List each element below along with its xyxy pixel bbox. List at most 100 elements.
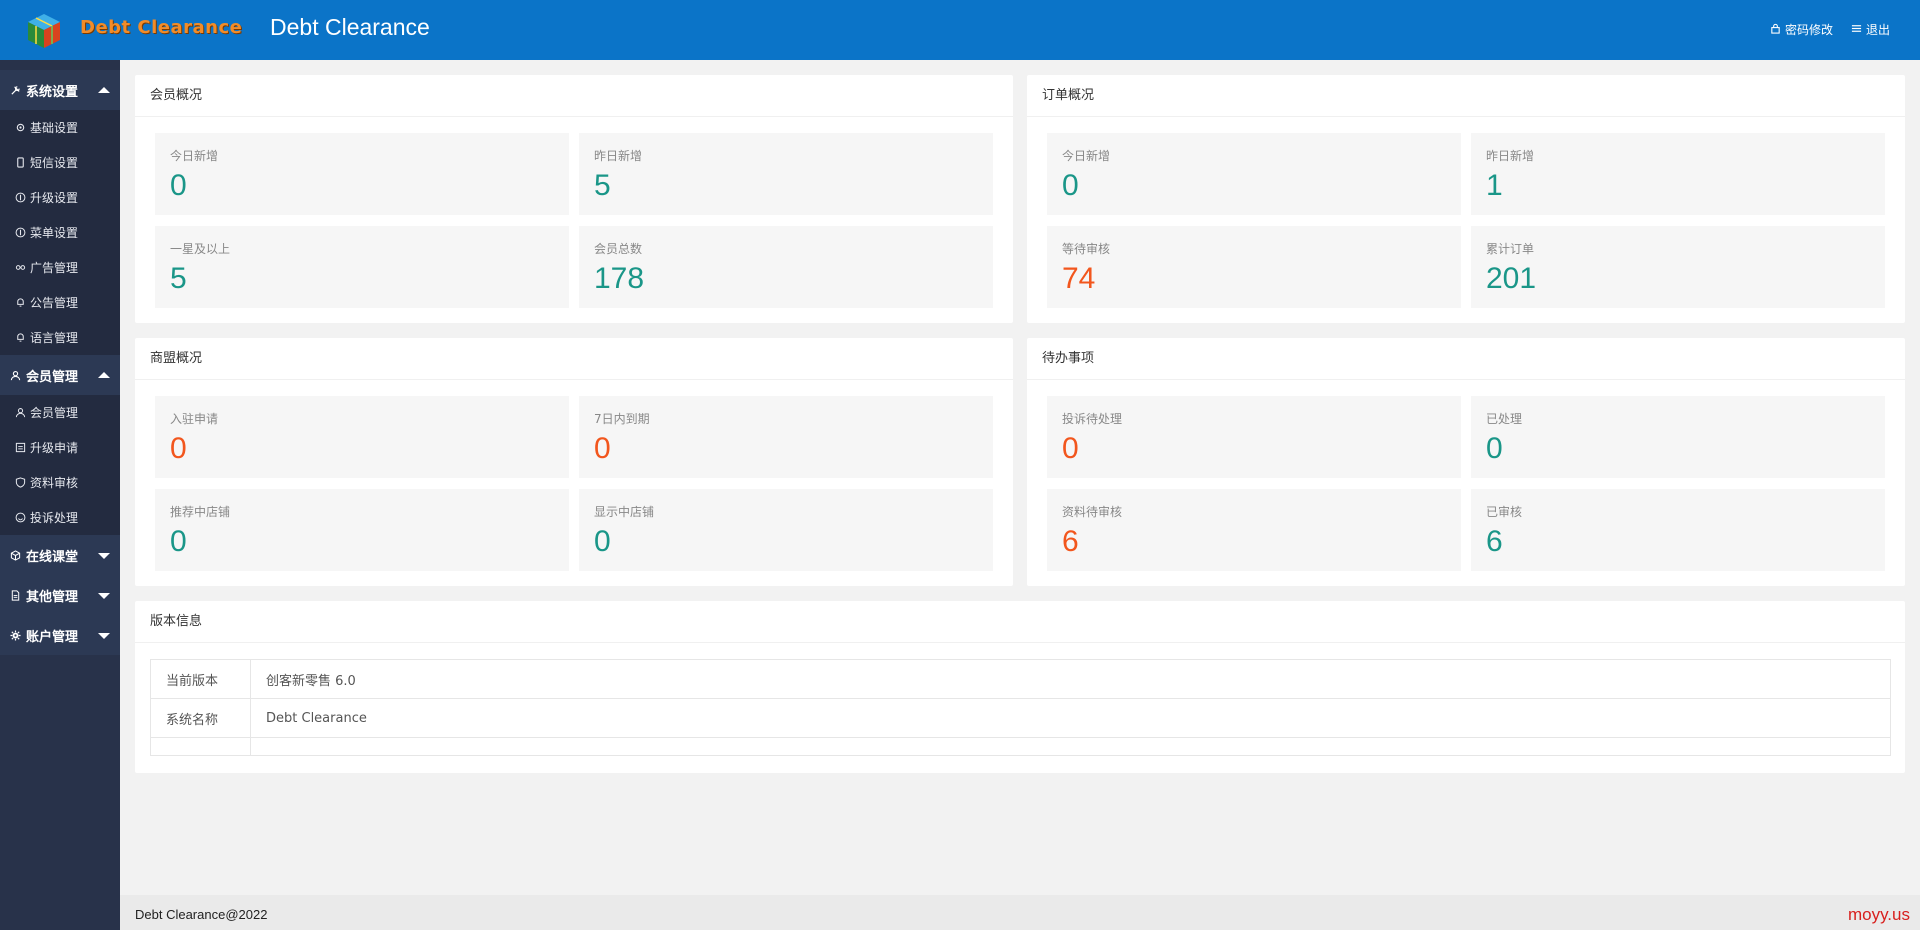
sidebar-group-member-management[interactable]: 会员管理	[0, 355, 120, 395]
sidebar-item-label: 广告管理	[30, 261, 79, 275]
version-info-card: 版本信息 当前版本 创客新零售 6.0 系统名称 Debt Clearance	[135, 601, 1905, 773]
stat-box: 今日新增 0	[155, 133, 569, 215]
sidebar-group-label: 账户管理	[26, 629, 79, 645]
stat-label: 投诉待处理	[1062, 412, 1123, 426]
stat-box: 7日内到期 0	[579, 396, 993, 478]
sidebar-item-member-management[interactable]: 会员管理	[0, 395, 120, 430]
card-title: 订单概况	[1027, 75, 1905, 117]
stat-box: 今日新增 0	[1047, 133, 1461, 215]
app-title: Debt Clearance	[270, 14, 430, 40]
card-title: 待办事项	[1027, 338, 1905, 380]
user-icon	[10, 370, 21, 381]
cube-icon	[10, 549, 21, 561]
stat-label: 已审核	[1486, 505, 1523, 519]
table-value: Debt Clearance	[250, 698, 1891, 738]
sidebar-item-upgrade-settings[interactable]: 升级设置	[0, 180, 120, 215]
sidebar-group-other-management[interactable]: 其他管理	[0, 575, 120, 615]
lock-icon	[1770, 23, 1781, 37]
member-overview-card: 会员概况 今日新增 0 昨日新增 5 一星及以上 5 会员总数 178	[135, 75, 1013, 323]
caret-up-icon	[98, 372, 110, 378]
sidebar-group-online-classroom[interactable]: 在线课堂	[0, 535, 120, 575]
stat-value: 0	[170, 169, 187, 202]
sidebar-item-label: 升级申请	[30, 441, 79, 455]
card-title: 会员概况	[135, 75, 1013, 117]
change-password-link[interactable]: 密码修改	[1770, 21, 1833, 38]
user-icon	[15, 407, 26, 418]
list-icon	[1851, 23, 1862, 37]
stat-box: 已审核 6	[1471, 489, 1885, 571]
sidebar-item-upgrade-application[interactable]: 升级申请	[0, 430, 120, 465]
stat-value: 0	[594, 525, 611, 558]
change-password-label: 密码修改	[1784, 23, 1833, 37]
table-key: 系统名称	[150, 698, 251, 738]
stat-label: 累计订单	[1486, 242, 1535, 256]
stat-label: 显示中店铺	[594, 505, 655, 519]
table-key	[150, 737, 251, 756]
gear-icon	[10, 629, 21, 641]
sidebar-item-menu-settings[interactable]: 菜单设置	[0, 215, 120, 250]
merchant-overview-card: 商盟概况 入驻申请 0 7日内到期 0 推荐中店铺 0 显示中店铺 0	[135, 338, 1013, 586]
stat-box: 已处理 0	[1471, 396, 1885, 478]
stat-value: 74	[1062, 262, 1096, 295]
stat-box: 资料待审核 6	[1047, 489, 1461, 571]
stat-value: 0	[1062, 169, 1079, 202]
caret-down-icon	[98, 593, 110, 599]
stat-label: 今日新增	[1062, 149, 1111, 163]
table-value: 创客新零售 6.0	[250, 659, 1891, 699]
logout-label: 退出	[1865, 23, 1890, 37]
link-icon	[15, 262, 26, 273]
sidebar-item-sms-settings[interactable]: 短信设置	[0, 145, 120, 180]
form-icon	[15, 442, 26, 453]
sidebar-item-label: 语言管理	[30, 331, 79, 345]
stat-box: 昨日新增 5	[579, 133, 993, 215]
file-icon	[10, 589, 21, 601]
table-row	[150, 737, 1891, 756]
sidebar-item-label: 基础设置	[30, 121, 79, 135]
stat-box: 等待审核 74	[1047, 226, 1461, 308]
sidebar: 系统设置 基础设置 短信设置 升级设置 菜单设置 广告管理 公告管理 语言管理 …	[0, 60, 120, 930]
table-row: 当前版本 创客新零售 6.0	[150, 659, 1891, 699]
version-table: 当前版本 创客新零售 6.0 系统名称 Debt Clearance	[150, 659, 1891, 756]
footer-brand: moyy.us	[1847, 905, 1910, 924]
sidebar-item-label: 投诉处理	[30, 511, 79, 525]
stat-box: 会员总数 178	[579, 226, 993, 308]
logo-text: Debt Clearance	[80, 17, 243, 38]
sidebar-item-language-management[interactable]: 语言管理	[0, 320, 120, 355]
stat-label: 等待审核	[1062, 242, 1111, 256]
sidebar-item-complaint-handling[interactable]: 投诉处理	[0, 500, 120, 535]
stat-value: 0	[1062, 432, 1079, 465]
sidebar-item-label: 升级设置	[30, 191, 79, 205]
order-overview-card: 订单概况 今日新增 0 昨日新增 1 等待审核 74 累计订单 201	[1027, 75, 1905, 323]
table-value	[250, 737, 1891, 756]
stat-label: 一星及以上	[170, 242, 231, 256]
footer: Debt Clearance@2022 moyy.us	[120, 895, 1920, 930]
footer-copyright: Debt Clearance@2022	[135, 907, 268, 922]
sidebar-group-system-settings[interactable]: 系统设置	[0, 70, 120, 110]
stat-label: 今日新增	[170, 149, 219, 163]
stat-label: 昨日新增	[594, 149, 643, 163]
sidebar-group-label: 在线课堂	[26, 549, 79, 565]
logo-icon[interactable]	[24, 12, 64, 50]
table-key: 当前版本	[150, 659, 251, 699]
sidebar-item-profile-review[interactable]: 资料审核	[0, 465, 120, 500]
sidebar-item-ad-management[interactable]: 广告管理	[0, 250, 120, 285]
logout-link[interactable]: 退出	[1851, 21, 1890, 38]
stat-box: 推荐中店铺 0	[155, 489, 569, 571]
sidebar-item-label: 短信设置	[30, 156, 79, 170]
sidebar-group-account-management[interactable]: 账户管理	[0, 615, 120, 655]
caret-up-icon	[98, 87, 110, 93]
stat-label: 7日内到期	[594, 412, 650, 426]
sidebar-item-label: 菜单设置	[30, 226, 79, 240]
stat-value: 0	[170, 432, 187, 465]
todo-card: 待办事项 投诉待处理 0 已处理 0 资料待审核 6 已审核 6	[1027, 338, 1905, 586]
stat-value: 201	[1486, 262, 1537, 295]
stat-label: 昨日新增	[1486, 149, 1535, 163]
stat-label: 会员总数	[594, 242, 643, 256]
stat-box: 显示中店铺 0	[579, 489, 993, 571]
stat-box: 昨日新增 1	[1471, 133, 1885, 215]
gear-icon	[15, 122, 26, 133]
sidebar-item-basic-settings[interactable]: 基础设置	[0, 110, 120, 145]
main-content: 会员概况 今日新增 0 昨日新增 5 一星及以上 5 会员总数 178 订单概况…	[120, 60, 1920, 930]
stat-box: 一星及以上 5	[155, 226, 569, 308]
sidebar-item-notice-management[interactable]: 公告管理	[0, 285, 120, 320]
